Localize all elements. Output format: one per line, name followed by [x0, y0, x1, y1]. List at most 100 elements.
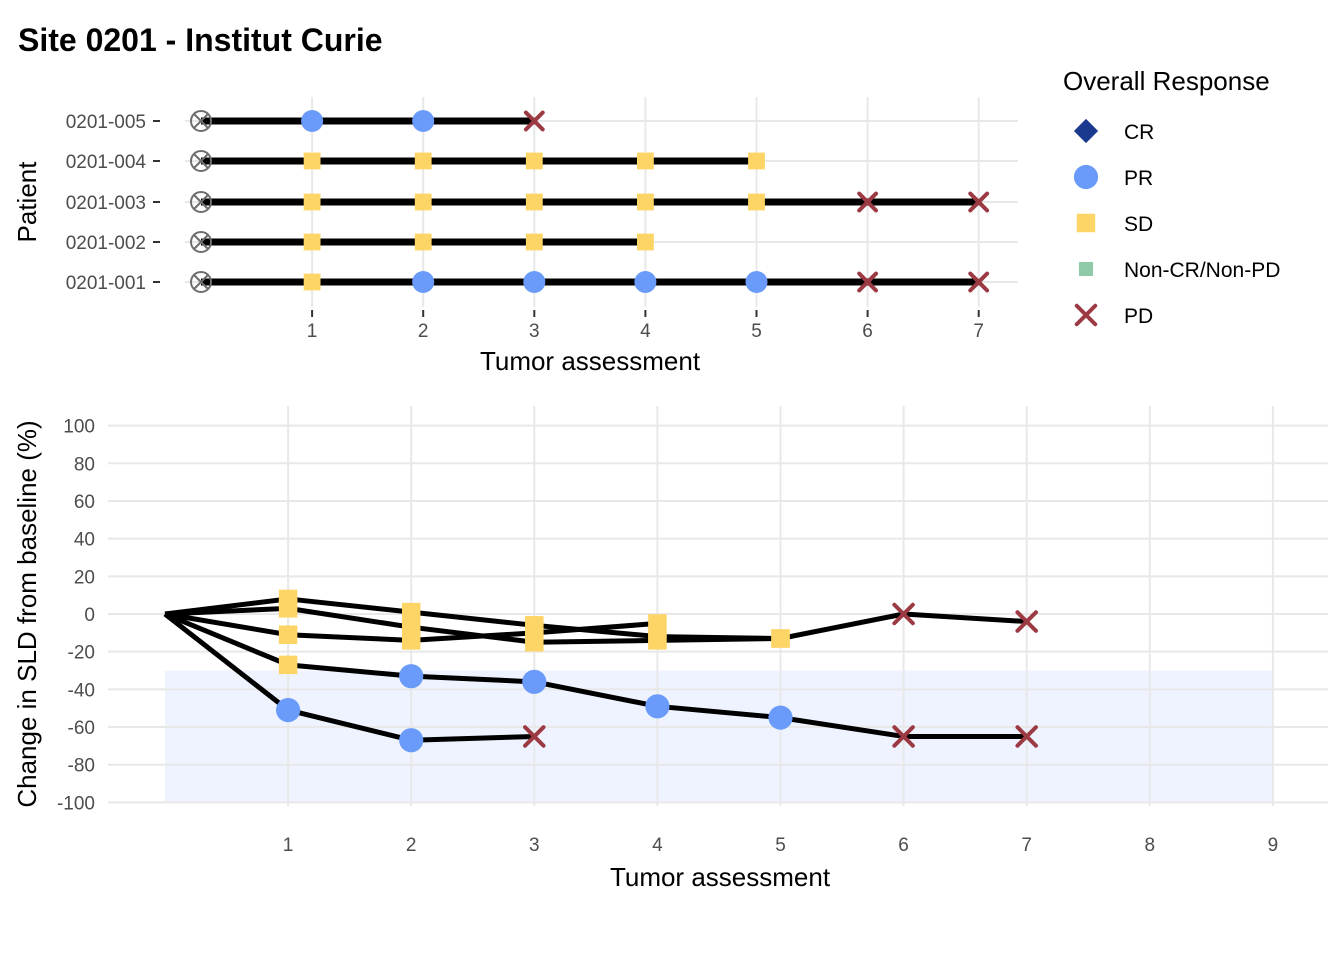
marker-pd-stroke [1074, 303, 1098, 327]
y-tick-label-patient: 0201-003 [66, 193, 146, 214]
marker-pr [634, 271, 657, 293]
chart-title: Site 0201 - Institut Curie [18, 22, 383, 58]
marker-pd [523, 110, 545, 132]
marker-sd [303, 233, 321, 251]
marker-sd [771, 629, 790, 648]
y-tick-label-patient: 0201-001 [66, 273, 146, 294]
baseline-marker [190, 271, 212, 293]
baseline-marker [190, 191, 212, 213]
legend-item: PR [1073, 164, 1153, 190]
legend-item: Non-CR/Non-PD [1078, 259, 1280, 282]
marker-pd [523, 725, 546, 748]
y-tick-label-patient: 0201-005 [66, 112, 146, 133]
marker-pd-stroke [857, 191, 878, 213]
y-tick-label: 20 [74, 567, 95, 588]
x-axis-title: Tumor assessment [480, 346, 701, 376]
marker-sd [278, 625, 298, 644]
y-tick-label: 40 [74, 530, 95, 551]
marker-sd [637, 152, 654, 170]
marker-sd [525, 233, 543, 251]
marker-pr [412, 110, 435, 132]
marker-sd [637, 233, 654, 251]
y-tick-label-patient: 0201-004 [66, 152, 147, 173]
baseline-marker-circle [190, 150, 212, 172]
marker-sd [414, 152, 432, 170]
x-axis-title: Tumor assessment [610, 862, 831, 892]
marker-pd-stroke [857, 271, 878, 293]
marker-pd [857, 191, 878, 213]
marker-pd-stroke [892, 725, 915, 748]
legend-item: SD [1076, 213, 1153, 236]
x-tick-label: 3 [529, 321, 540, 342]
marker-pr [645, 694, 670, 719]
legend-item-label: SD [1124, 213, 1153, 236]
swimmer-panel: 0201-005 0201-004 0201-003 0201-002 0201-001… [12, 97, 1018, 376]
marker-pd-stroke [968, 271, 990, 293]
marker-sd [414, 233, 432, 251]
baseline-marker [190, 231, 212, 253]
baseline-marker-stroke [193, 153, 209, 169]
series-line [164, 611, 1027, 739]
x-tick-label: 4 [652, 835, 663, 856]
marker-sd [414, 193, 432, 211]
marker-sd [303, 193, 321, 211]
x-tick-label: 3 [529, 835, 540, 856]
legend-item-label: Non-CR/Non-PD [1124, 259, 1280, 282]
marker-pd [968, 191, 990, 213]
baseline-marker-circle [190, 231, 212, 253]
marker-sd [748, 152, 765, 170]
baseline-marker [190, 110, 212, 132]
y-tick-label: 0 [84, 605, 95, 626]
x-tick-label: 1 [283, 835, 294, 856]
series-line [164, 596, 1027, 641]
y-tick-label: -20 [68, 643, 95, 664]
marker-pr [1073, 164, 1099, 190]
x-tick-label: 6 [862, 321, 873, 342]
y-tick-label: -40 [68, 680, 95, 701]
x-tick-label: 2 [406, 835, 417, 856]
marker-sd [303, 273, 321, 291]
marker-pd-stroke [523, 725, 546, 748]
marker-pr [412, 271, 435, 293]
legend-item-label: CR [1124, 121, 1154, 144]
marker-pr [399, 728, 424, 753]
marker-pd [892, 725, 915, 748]
marker-sd [303, 152, 321, 170]
baseline-marker [190, 150, 212, 172]
x-tick-label: 2 [418, 321, 429, 342]
sld-change-panel: 100 80 60 40 20 0 -20 -40 -60 -80 -100 1 2 3 4 5 6 7 8 9 Tum… [12, 406, 1328, 892]
marker-noncr-nonpd [1078, 261, 1094, 277]
legend-item: CR [1073, 118, 1154, 144]
marker-pd-stroke [523, 110, 545, 132]
marker-sd [748, 193, 765, 211]
marker-sd [401, 631, 421, 650]
marker-pd [1074, 303, 1098, 327]
x-tick-label: 7 [973, 321, 984, 342]
baseline-marker-circle [190, 271, 212, 293]
baseline-marker-stroke [193, 274, 209, 290]
y-tick-label-patient: 0201-002 [66, 233, 146, 254]
y-tick-label: -60 [68, 718, 95, 739]
x-tick-label: 8 [1145, 835, 1156, 856]
marker-sd [401, 602, 421, 622]
marker-sd [278, 589, 298, 609]
marker-sd [525, 152, 543, 170]
legend-item-label: PD [1124, 305, 1153, 328]
x-tick-label: 9 [1268, 835, 1279, 856]
marker-pr [301, 110, 324, 132]
x-tick-label: 5 [751, 321, 762, 342]
baseline-marker-circle [190, 110, 212, 132]
marker-pd-stroke [892, 602, 915, 626]
legend-item-label: PR [1124, 167, 1153, 190]
x-tick-label: 7 [1021, 835, 1032, 856]
baseline-marker-stroke [193, 234, 209, 250]
baseline-marker-stroke [193, 113, 209, 129]
marker-sd [278, 655, 298, 675]
marker-pr [399, 664, 424, 689]
y-tick-label: 100 [63, 417, 95, 438]
legend: Overall Response CR PR SD Non-CR/Non-PD PD [1063, 66, 1280, 328]
y-axis-title: Patient [12, 161, 42, 243]
y-tick-label: -100 [57, 793, 95, 814]
marker-pr [523, 271, 546, 293]
